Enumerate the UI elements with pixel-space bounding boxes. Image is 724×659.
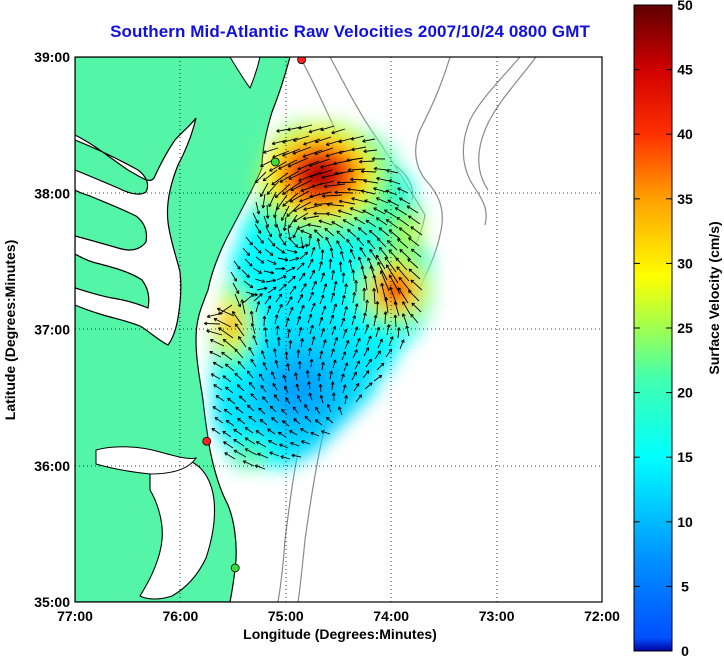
colorbar-tick-label: 15: [677, 449, 693, 465]
x-tick-label: 74:00: [373, 608, 409, 624]
colorbar-tick-label: 35: [677, 191, 693, 207]
y-tick-label: 38:00: [34, 185, 70, 201]
y-tick-label: 35:00: [34, 594, 70, 610]
x-tick-label: 76:00: [162, 608, 198, 624]
y-tick-label: 39:00: [34, 49, 70, 65]
colorbar-tick-label: 40: [677, 126, 693, 142]
colorbar-tick-label: 0: [681, 643, 689, 659]
albemarle-sound: [95, 446, 198, 475]
colorbar-tick-label: 5: [681, 578, 689, 594]
x-tick-label: 77:00: [57, 608, 93, 624]
station-marker: [297, 57, 307, 65]
station-markers: [202, 57, 307, 573]
colorbar-tick-label: 25: [677, 320, 693, 336]
station-marker: [202, 436, 212, 446]
x-tick-label: 72:00: [584, 608, 620, 624]
colorbar-ticks: 0 5 10 15 20 25 30 35 40 45 50: [634, 0, 693, 659]
x-tick-label: 73:00: [479, 608, 515, 624]
x-axis-ticks: 77:00 76:00 75:00 74:00 73:00 72:00: [57, 608, 620, 624]
y-tick-label: 37:00: [34, 322, 70, 338]
y-axis-ticks: 39:00 38:00 37:00 36:00 35:00: [34, 49, 70, 610]
colorbar-tick-label: 30: [677, 255, 693, 271]
x-tick-label: 75:00: [268, 608, 304, 624]
colorbar-tick-label: 50: [677, 0, 693, 13]
colorbar-tick-label: 45: [677, 62, 693, 78]
map-title: Southern Mid-Atlantic Raw Velocities 200…: [110, 22, 590, 41]
delaware-bay: [229, 57, 261, 90]
station-marker: [270, 157, 280, 167]
y-tick-label: 36:00: [34, 458, 70, 474]
y-axis-label: Latitude (Degrees:Minutes): [2, 240, 18, 420]
pamlico-sound: [139, 459, 216, 600]
colorbar-tick-label: 10: [677, 514, 693, 530]
station-marker: [230, 563, 240, 573]
plot-frame: [74, 56, 603, 603]
velocity-field: [213, 123, 431, 467]
velocity-vectors: [204, 124, 423, 470]
x-axis-label: Longitude (Degrees:Minutes): [243, 626, 437, 642]
colorbar-tick-label: 20: [677, 385, 693, 401]
grid-lines: [75, 57, 602, 602]
colorbar-label: Surface Velocity (cm/s): [706, 221, 722, 374]
